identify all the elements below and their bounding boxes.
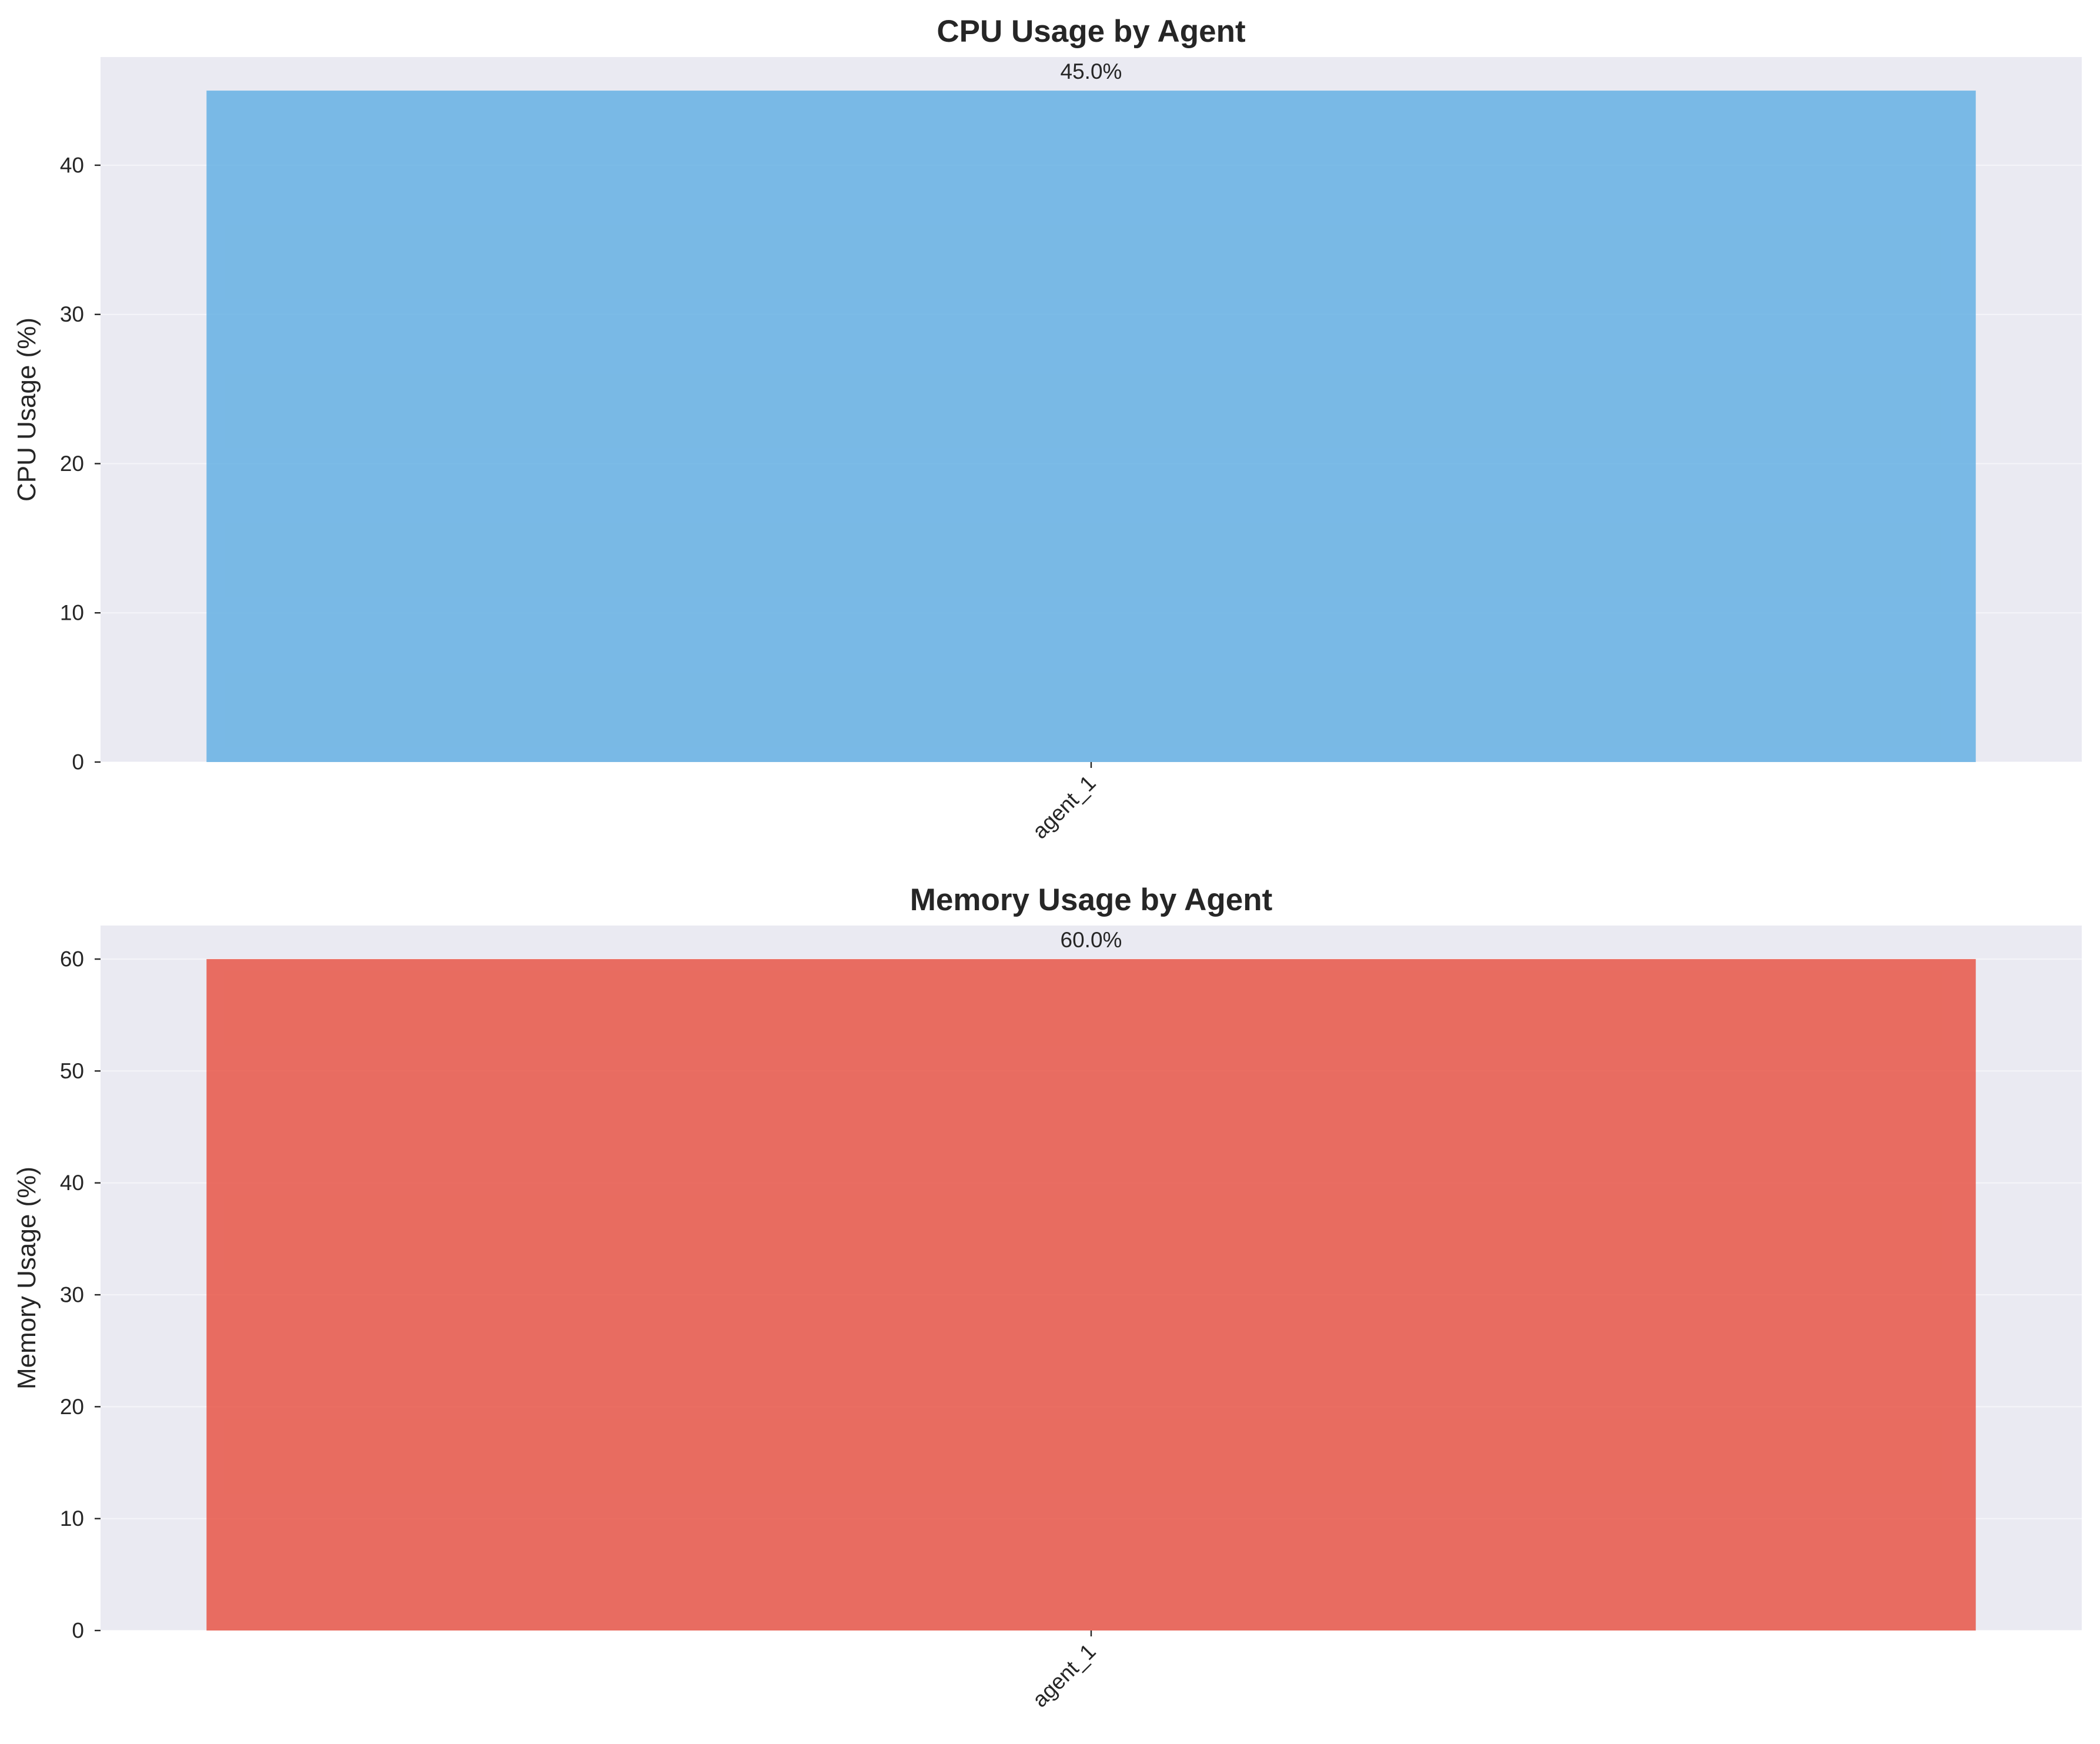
memory-x-tick-label: agent_1 [1028,1639,1101,1712]
cpu-data-label: 45.0% [1061,59,1122,83]
cpu-usage-chart: 0 10 20 30 40 45.0% agent_1 CPU Usage by Agent C… [12,14,2082,843]
memory-y-axis-label: Memory Usage (%) [12,1167,41,1389]
cpu-y-tick-label: 10 [60,601,84,625]
cpu-y-tick-label: 0 [72,750,84,774]
cpu-chart-title: CPU Usage by Agent [937,14,1245,49]
cpu-y-tick-label: 20 [60,452,84,476]
memory-y-tick-label: 50 [60,1059,84,1083]
memory-y-tick-label: 30 [60,1283,84,1307]
memory-y-tick-label: 60 [60,947,84,971]
memory-usage-chart: 0 10 20 30 40 50 60 60.0% agent_1 Memory Usage by… [12,883,2082,1712]
memory-y-tick-label: 0 [72,1619,84,1643]
cpu-bar [206,91,1976,763]
memory-data-label: 60.0% [1061,928,1122,952]
memory-y-tick-label: 40 [60,1171,84,1195]
memory-bar [206,959,1976,1631]
memory-y-tick-label: 20 [60,1395,84,1419]
cpu-x-tick-label: agent_1 [1028,771,1101,844]
cpu-y-axis-label: CPU Usage (%) [12,318,41,502]
cpu-y-tick-label: 40 [60,153,84,177]
memory-chart-title: Memory Usage by Agent [910,883,1273,917]
cpu-y-tick-label: 30 [60,302,84,326]
memory-y-tick-label: 10 [60,1506,84,1531]
